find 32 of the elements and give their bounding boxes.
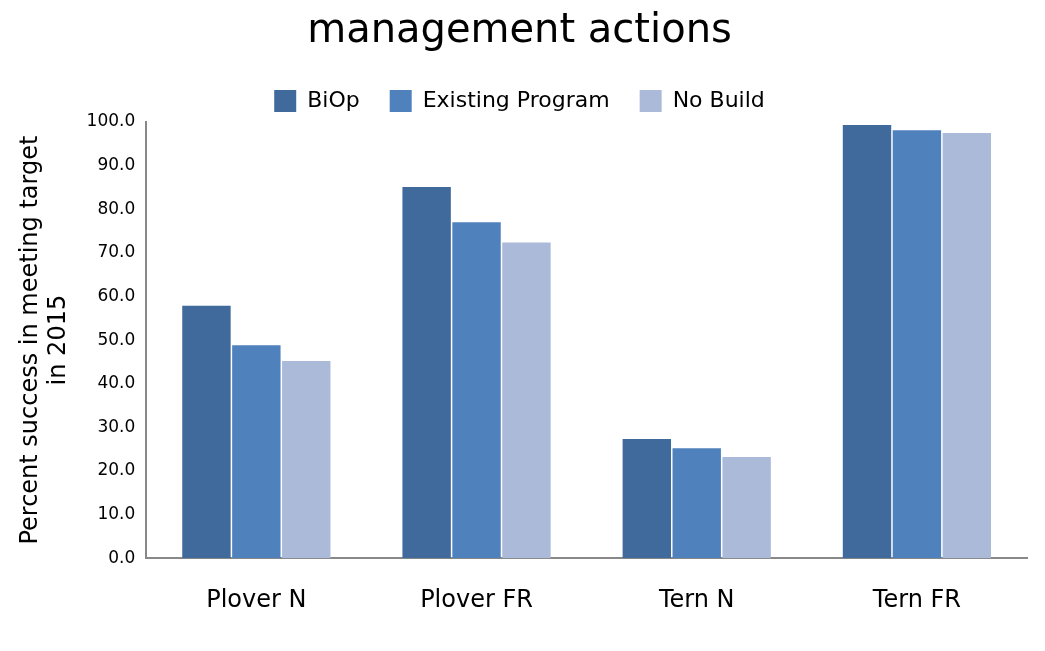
y-tick-label: 30.0 bbox=[97, 415, 136, 436]
bar bbox=[502, 242, 551, 559]
y-tick-label: 50.0 bbox=[97, 328, 136, 349]
y-axis-title: Percent success in meeting target in 2015 bbox=[14, 135, 72, 545]
bar bbox=[232, 345, 281, 559]
bar bbox=[282, 361, 331, 559]
bar bbox=[622, 439, 672, 559]
y-tick-label: 70.0 bbox=[97, 241, 136, 262]
chart-title: management actions bbox=[307, 5, 732, 52]
y-tick-label: 0.0 bbox=[108, 546, 136, 567]
x-tick-label: Tern N bbox=[657, 584, 735, 613]
y-tick-label: 100.0 bbox=[86, 110, 136, 131]
bar bbox=[942, 132, 992, 559]
bar bbox=[452, 222, 501, 559]
legend-label: Existing Program bbox=[422, 86, 610, 112]
bar bbox=[182, 305, 231, 559]
y-tick-label: 60.0 bbox=[97, 284, 136, 305]
bar bbox=[672, 448, 721, 559]
y-tick-label: 80.0 bbox=[97, 197, 136, 218]
x-tick-label: Plover FR bbox=[420, 584, 533, 613]
y-tick-label: 10.0 bbox=[97, 503, 136, 523]
bar bbox=[722, 457, 771, 559]
y-tick-label: 40.0 bbox=[97, 372, 136, 393]
legend-label: BiOp bbox=[307, 86, 360, 112]
bar bbox=[892, 130, 942, 559]
y-tick-label: 20.0 bbox=[97, 459, 136, 480]
bar bbox=[842, 125, 892, 559]
y-tick-label: 90.0 bbox=[97, 154, 136, 175]
x-tick-label: Plover N bbox=[206, 584, 307, 613]
legend-label: No Build bbox=[672, 86, 765, 112]
bar bbox=[402, 186, 451, 559]
x-tick-label: Tern FR bbox=[871, 584, 961, 613]
